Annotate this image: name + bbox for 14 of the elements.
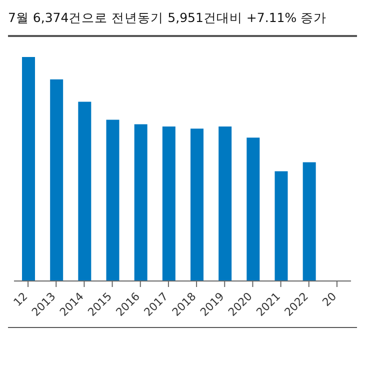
bar (274, 171, 288, 281)
bar (134, 124, 148, 281)
bar (22, 57, 35, 281)
bar (162, 126, 176, 281)
bar (246, 138, 260, 281)
x-tick-label: 20 (320, 290, 340, 310)
chart-title: 7월 6,374건으로 전년동기 5,951건대비 +7.11% 증가 (8, 8, 357, 37)
bar (218, 126, 232, 281)
bar (50, 79, 64, 281)
bar (190, 128, 204, 281)
bar (302, 162, 316, 281)
bar (78, 102, 92, 281)
bar (106, 120, 120, 281)
x-tick-label: 12 (11, 290, 30, 310)
